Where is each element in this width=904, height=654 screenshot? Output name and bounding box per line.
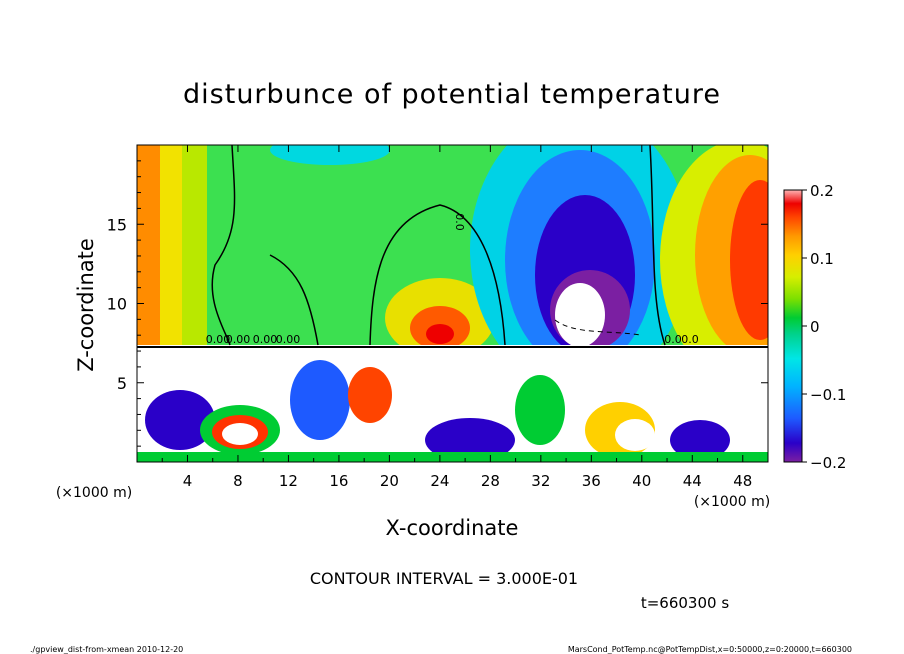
x-tick-label: 32 [531, 472, 550, 490]
x-axis-label: X-coordinate [386, 516, 519, 540]
contour-label: 0.0 [681, 333, 699, 346]
field-lower-blue-2 [290, 360, 350, 440]
x-tick-label: 44 [683, 472, 702, 490]
colorbar [783, 189, 803, 463]
field-lower-green-2 [515, 375, 565, 445]
x-unit-label: (×1000 m) [694, 494, 770, 510]
x-tick-label: 4 [183, 472, 193, 490]
y-axis-label: Z-coordinate [74, 238, 98, 372]
contour-zero-left [211, 145, 236, 346]
contour-label: 0.0 [664, 333, 682, 346]
field-warm-bubble-center [426, 324, 454, 344]
x-tick-label: 24 [430, 472, 449, 490]
field-lower-red-2 [348, 367, 392, 423]
contour-zero-bubble [369, 204, 506, 346]
contour-label: 0.00 [226, 333, 251, 346]
y-tick-label: 10 [107, 295, 127, 314]
colorbar-tick-label: 0.2 [810, 182, 834, 200]
colorbar-ticks: 0.2 0.1 0 −0.1 −0.2 [802, 182, 846, 472]
x-tick-label: 36 [582, 472, 601, 490]
contour-dashed-plume [554, 319, 641, 336]
y-tick-label: 5 [117, 374, 127, 393]
colorbar-tick-label: 0 [810, 318, 820, 336]
x-tick-label: 16 [329, 472, 348, 490]
x-tick-label: 40 [632, 472, 651, 490]
contour-zero-plume [649, 145, 666, 346]
contour-label: 0.00 [253, 333, 278, 346]
x-tick-label: 8 [233, 472, 243, 490]
field-top-cyan-blob [270, 145, 390, 165]
colorbar-tick-label: 0.1 [810, 250, 834, 268]
field-lower-blue-3 [425, 418, 515, 462]
field-cold-plume-white [555, 283, 605, 347]
x-tick-label: 28 [481, 472, 500, 490]
x-axis: 4 8 12 16 20 24 28 32 36 40 44 48 [161, 145, 752, 490]
contour-interval-text: CONTOUR INTERVAL = 3.000E-01 [310, 569, 578, 588]
field-lower-white-2 [615, 419, 655, 451]
field-left-yellow-band [182, 145, 207, 345]
field-bottom-band [137, 452, 768, 462]
footer-right: MarsCond_PotTemp.nc@PotTempDist,x=0:5000… [568, 645, 852, 654]
x-tick-label: 20 [380, 472, 399, 490]
field-warm-right-core [730, 180, 768, 340]
y-axis: 5 10 15 [107, 160, 768, 447]
colorbar-tick-label: −0.2 [810, 454, 846, 472]
contour-zero-middle [269, 254, 319, 346]
field-lower-blue-1 [145, 390, 215, 450]
time-text: t=660300 s [641, 594, 729, 612]
y-unit-label: (×1000 m) [56, 485, 132, 501]
chart-title: disturbunce of potential temperature [183, 79, 721, 110]
heatmap-field [137, 145, 768, 462]
contour-labels: 0.000.00 0.000.000.00.0 0.0 [206, 213, 699, 346]
colorbar-tick-label: −0.1 [810, 386, 846, 404]
x-tick-label: 48 [733, 472, 752, 490]
field-lower-white-1 [222, 423, 258, 445]
contour-label: 0.0 [453, 213, 466, 231]
x-tick-label: 12 [279, 472, 298, 490]
field-lower-blue-4 [670, 420, 730, 460]
field-warm-left-band [160, 145, 185, 345]
y-tick-label: 15 [107, 215, 127, 234]
footer-left: ./gpview_dist-from-xmean 2010-12-20 [30, 645, 183, 654]
contour-label: 0.00 [206, 333, 231, 346]
contour-label: 0.00 [276, 333, 301, 346]
